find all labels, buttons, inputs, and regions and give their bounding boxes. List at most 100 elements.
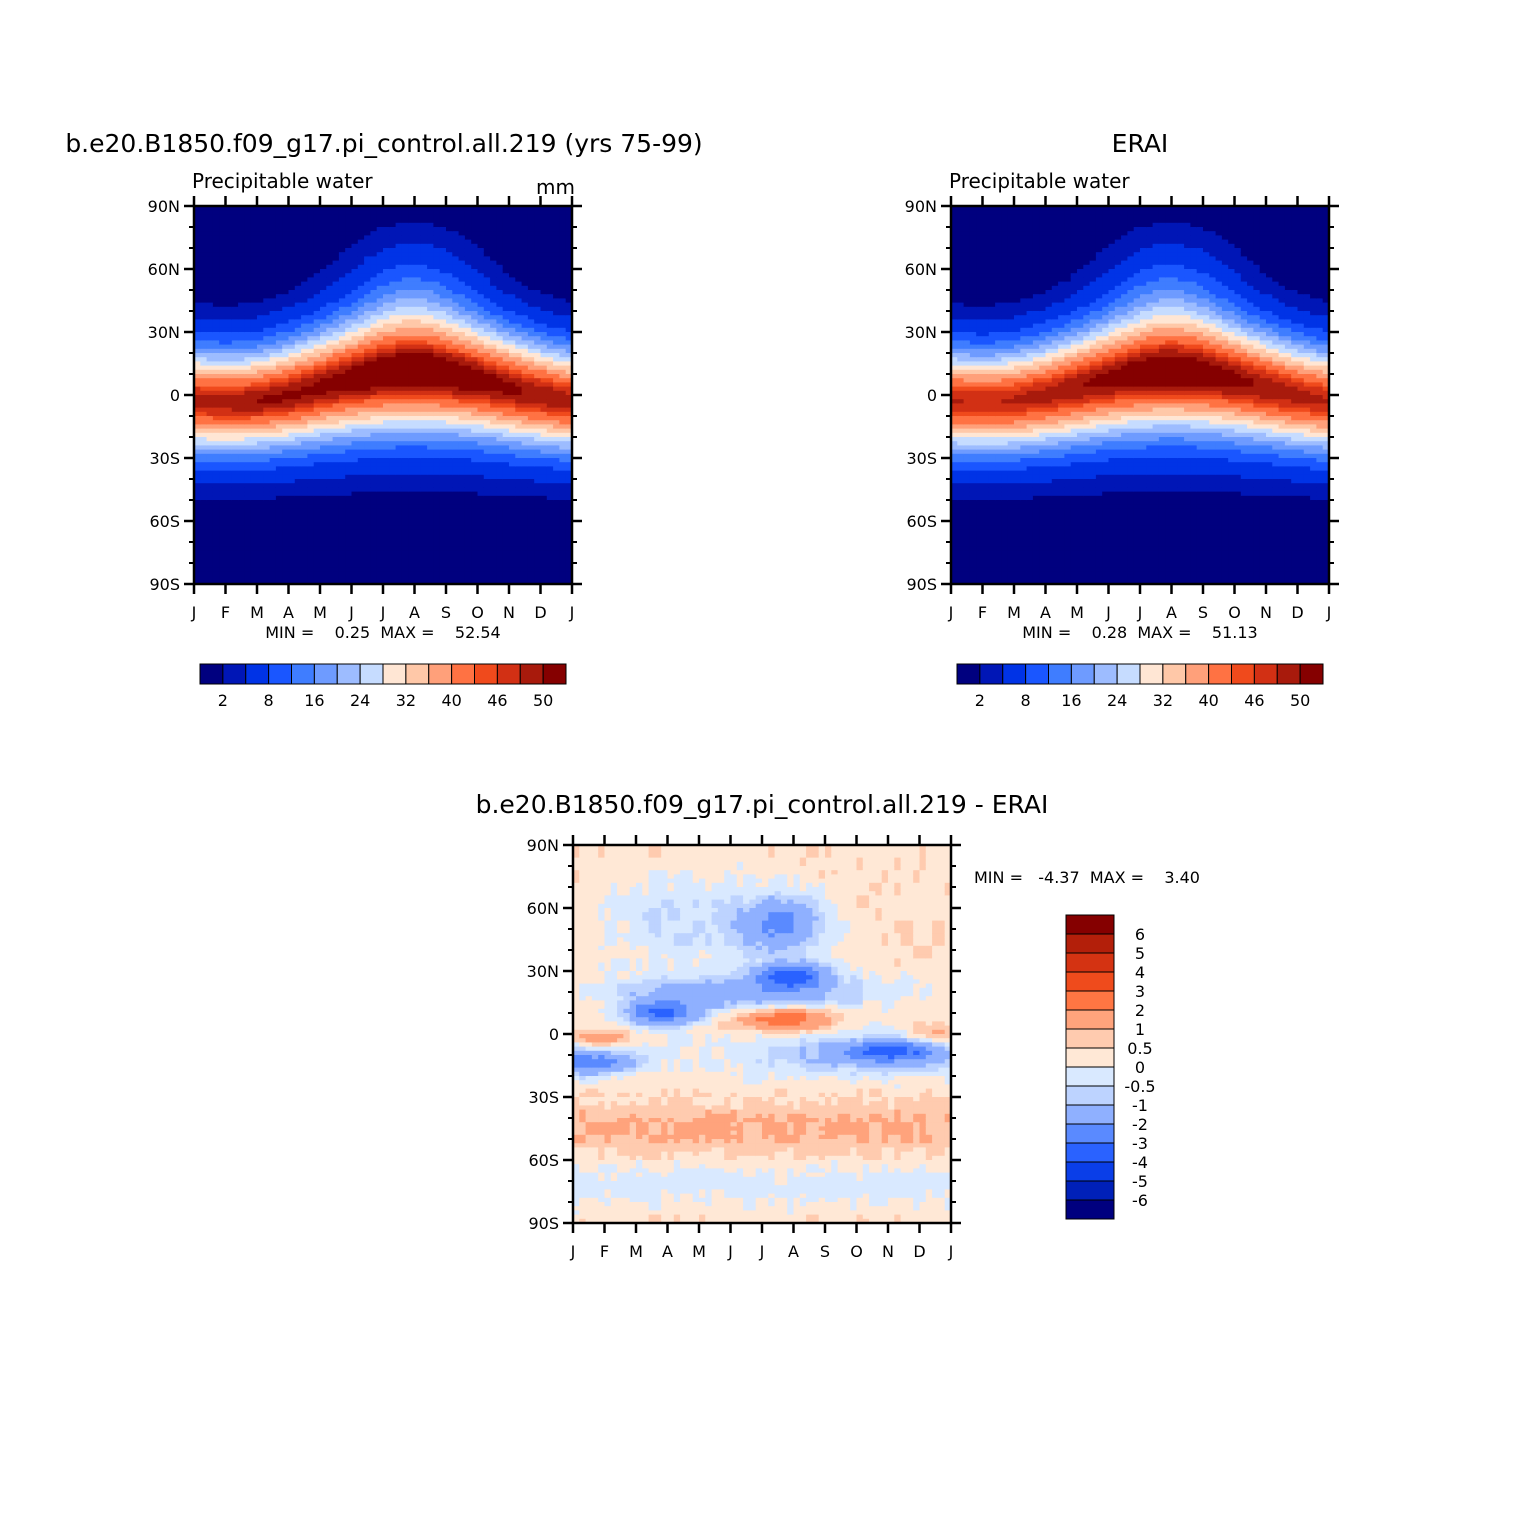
model-cell [496,403,504,409]
model-cell [238,319,245,325]
model-cell [408,357,416,362]
model-cell [439,382,447,388]
model-cell [420,344,428,350]
model-cell [206,390,214,396]
model-cell [282,206,290,211]
model-cell [269,579,277,585]
model-cell [206,470,214,476]
model-cell [540,302,548,308]
model-cell [313,222,321,228]
model-cell [502,550,510,556]
model-cell [458,462,466,467]
model-cell [313,365,321,371]
model-cell [477,357,485,362]
model-cell [408,533,416,539]
model-cell [257,243,264,249]
model-cell [433,378,441,383]
model-cell [351,537,359,543]
model-cell [282,512,290,518]
model-cell [250,277,258,283]
model-cell [389,231,397,236]
model-cell [471,571,479,577]
model-cell [257,441,264,446]
model-cell [206,302,214,308]
model-cell [458,390,466,396]
model-cell [414,231,422,236]
model-cell [483,437,491,442]
model-cell [534,235,542,241]
model-cell [376,403,384,409]
model-cell [439,521,447,526]
model-cell [527,428,535,434]
model-cell [389,411,397,417]
model-cell [313,218,321,224]
model-cell [250,579,258,585]
model-cell [269,445,277,451]
model-cell [294,269,302,274]
model-cell [370,504,378,509]
model-cell [200,529,208,535]
model-cell [439,302,447,308]
model-cell [452,344,460,350]
model-cell [527,533,535,539]
model-cell [307,487,315,493]
model-cell [496,529,504,535]
model-cell [408,542,416,547]
model-cell [433,369,441,375]
model-cell [490,445,497,451]
model-cell [477,483,485,488]
model-cell [521,302,529,308]
model-cell [257,340,264,346]
model-cell [326,567,334,572]
model-cell [288,399,296,404]
model-cell [351,516,359,522]
model-cell [370,365,378,371]
model-cell [269,323,277,329]
model-cell [446,348,453,354]
model-cell [269,378,277,383]
model-cell [471,449,479,455]
model-cell [389,260,397,266]
model-cell [301,235,308,241]
model-cell [383,273,390,278]
model-cell [244,445,252,451]
model-cell [244,315,252,320]
model-cell [527,281,535,287]
model-cell [427,508,434,514]
model-cell [502,214,510,220]
model-cell [244,470,252,476]
model-cell [301,277,308,283]
model-cell [521,315,529,320]
model-cell [420,214,428,220]
model-cell [439,533,447,539]
model-cell [370,516,378,522]
model-cell [383,567,390,572]
model-cell [534,558,542,564]
model-cell [389,521,397,526]
model-cell [496,378,504,383]
model-cell [345,210,353,215]
model-cell [370,231,378,236]
model-cell [446,302,453,308]
model-cell [389,294,397,299]
model-cell [401,462,409,467]
model-cell [269,374,277,379]
model-cell [307,327,315,333]
model-cell [509,529,516,535]
model-cell [452,315,460,320]
model-cell [502,466,510,472]
model-cell [200,214,208,220]
model-cell [521,571,529,577]
model-cell [496,432,504,438]
model-cell [527,336,535,341]
model-cell [401,470,409,476]
model-cell [206,269,214,274]
model-cell [357,424,365,430]
model-cell [502,508,510,514]
model-cell [263,214,271,220]
model-cell [238,512,245,518]
model-cell [515,395,523,400]
model-cell [357,315,365,320]
model-cell [263,529,271,535]
